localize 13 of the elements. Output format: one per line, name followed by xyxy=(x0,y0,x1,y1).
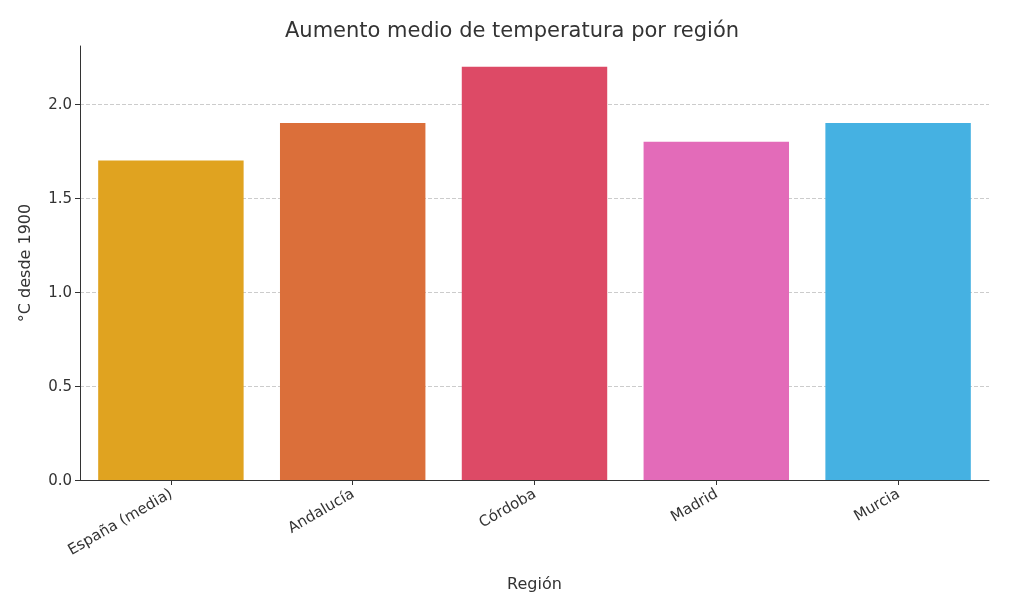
bar xyxy=(643,141,790,480)
y-tick-label: 0.0 xyxy=(48,471,72,489)
bar xyxy=(279,123,426,480)
chart-title: Aumento medio de temperatura por región xyxy=(284,17,740,42)
y-tick-label: 1.5 xyxy=(48,189,72,208)
y-tick-label: 2.0 xyxy=(48,95,72,114)
y-axis-title: °C desde 1900 xyxy=(14,203,34,323)
bar xyxy=(825,123,971,480)
bar xyxy=(461,66,608,480)
bar xyxy=(98,160,244,480)
x-axis-title: Región xyxy=(507,573,562,593)
y-tick-label: 1.0 xyxy=(48,283,72,302)
y-tick-label: 0.5 xyxy=(48,377,72,396)
